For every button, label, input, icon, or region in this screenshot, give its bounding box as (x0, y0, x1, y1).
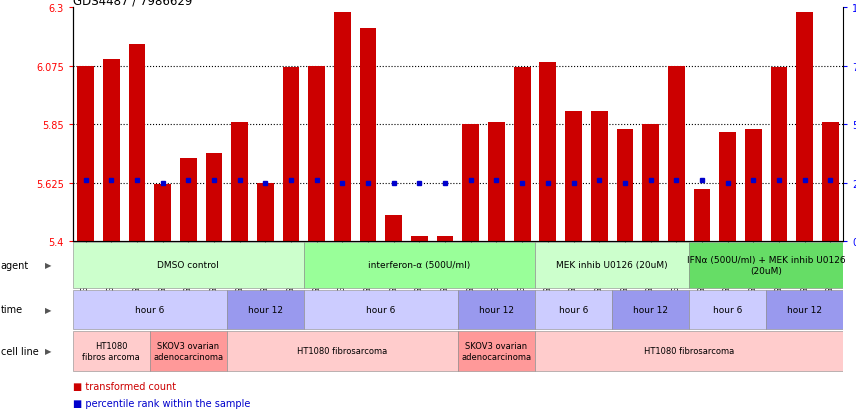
Text: hour 12: hour 12 (633, 305, 668, 314)
Text: HT1080 fibrosarcoma: HT1080 fibrosarcoma (644, 347, 734, 356)
Bar (689, 290, 766, 330)
Text: DMSO control: DMSO control (158, 261, 219, 270)
Bar (73, 242, 304, 288)
Text: hour 6: hour 6 (135, 305, 164, 314)
Text: GDS4487 / 7986629: GDS4487 / 7986629 (73, 0, 192, 7)
Text: cell line: cell line (1, 346, 39, 356)
Text: hour 12: hour 12 (248, 305, 282, 314)
Bar (73, 290, 227, 330)
Text: IFNα (500U/ml) + MEK inhib U0126
(20uM): IFNα (500U/ml) + MEK inhib U0126 (20uM) (687, 256, 846, 275)
Bar (668, 66, 685, 242)
Text: ■ percentile rank within the sample: ■ percentile rank within the sample (73, 398, 250, 408)
Text: SKOV3 ovarian
adenocarcinoma: SKOV3 ovarian adenocarcinoma (153, 342, 223, 361)
Bar (458, 290, 535, 330)
Bar (565, 112, 582, 242)
Text: hour 6: hour 6 (366, 305, 395, 314)
Bar (282, 68, 300, 242)
Bar (693, 190, 710, 242)
Text: hour 6: hour 6 (559, 305, 588, 314)
Bar (77, 66, 94, 242)
Bar (231, 122, 248, 242)
Bar (616, 130, 633, 242)
Bar (796, 14, 813, 242)
Text: interferon-α (500U/ml): interferon-α (500U/ml) (368, 261, 471, 270)
Text: HT1080
fibros arcoma: HT1080 fibros arcoma (82, 342, 140, 361)
Bar (535, 290, 612, 330)
Bar (304, 242, 535, 288)
Bar (73, 331, 150, 371)
Bar (822, 122, 839, 242)
Bar (227, 290, 304, 330)
Bar (458, 331, 535, 371)
Text: agent: agent (1, 260, 29, 271)
Bar (462, 125, 479, 242)
Bar (766, 290, 843, 330)
Bar (257, 183, 274, 242)
Text: HT1080 fibrosarcoma: HT1080 fibrosarcoma (297, 347, 388, 356)
Bar (719, 133, 736, 242)
Text: hour 12: hour 12 (788, 305, 822, 314)
Bar (150, 331, 227, 371)
Bar (612, 290, 689, 330)
Bar (128, 45, 146, 242)
Bar (304, 290, 458, 330)
Bar (334, 14, 351, 242)
Bar (535, 242, 689, 288)
Text: hour 12: hour 12 (479, 305, 514, 314)
Bar (411, 236, 428, 242)
Bar (385, 216, 402, 242)
Bar (642, 125, 659, 242)
Bar (103, 60, 120, 242)
Bar (535, 331, 843, 371)
Text: ▶: ▶ (45, 347, 51, 356)
Bar (514, 68, 531, 242)
Text: MEK inhib U0126 (20uM): MEK inhib U0126 (20uM) (556, 261, 668, 270)
Text: hour 6: hour 6 (713, 305, 742, 314)
Text: ▶: ▶ (45, 261, 51, 270)
Text: ▶: ▶ (45, 305, 51, 314)
Bar (360, 29, 377, 242)
Bar (488, 122, 505, 242)
Bar (591, 112, 608, 242)
Text: time: time (1, 305, 23, 315)
Bar (770, 68, 788, 242)
Bar (745, 130, 762, 242)
Bar (154, 185, 171, 242)
Bar (180, 159, 197, 242)
Bar (308, 66, 325, 242)
Bar (205, 154, 223, 242)
Bar (437, 236, 454, 242)
Bar (227, 331, 458, 371)
Text: ■ transformed count: ■ transformed count (73, 381, 175, 391)
Text: SKOV3 ovarian
adenocarcinoma: SKOV3 ovarian adenocarcinoma (461, 342, 532, 361)
Bar (689, 242, 843, 288)
Bar (539, 63, 556, 242)
